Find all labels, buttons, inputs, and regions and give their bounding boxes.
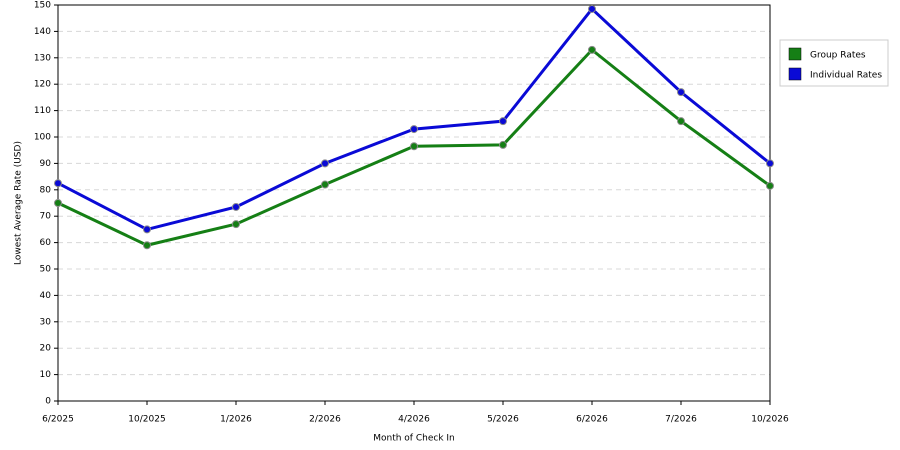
- data-point: [766, 159, 774, 168]
- y-tick-label: 120: [34, 80, 51, 90]
- legend-label: Group Rates: [810, 51, 866, 61]
- data-point: [54, 179, 62, 188]
- data-point: [766, 181, 774, 190]
- data-point: [143, 225, 151, 234]
- y-tick-label: 100: [34, 133, 51, 143]
- x-tick-label: 10/2025: [128, 415, 165, 425]
- data-point: [499, 140, 507, 149]
- x-tick-label: 6/2026: [576, 415, 608, 425]
- y-tick-label: 70: [40, 212, 52, 222]
- y-tick-label: 60: [40, 238, 52, 248]
- legend-label: Individual Rates: [810, 71, 882, 81]
- y-tick-label: 0: [45, 397, 51, 407]
- x-tick-label: 7/2026: [665, 415, 697, 425]
- y-tick-label: 10: [40, 370, 52, 380]
- x-axis-label: Month of Check In: [373, 434, 455, 444]
- y-tick-label: 150: [34, 1, 51, 11]
- data-point: [677, 117, 685, 126]
- data-point: [143, 241, 151, 250]
- legend-swatch: [788, 67, 802, 81]
- data-point: [321, 180, 329, 189]
- x-tick-label: 5/2026: [487, 415, 519, 425]
- x-tick-label: 10/2026: [751, 415, 789, 425]
- y-tick-label: 30: [40, 317, 52, 327]
- data-point: [232, 220, 240, 229]
- data-point: [232, 202, 240, 211]
- data-point: [499, 117, 507, 126]
- x-tick-label: 6/2025: [42, 415, 74, 425]
- x-tick-label: 4/2026: [398, 415, 430, 425]
- y-tick-label: 80: [40, 185, 52, 195]
- data-point: [321, 159, 329, 168]
- y-tick-label: 90: [40, 159, 52, 169]
- y-tick-label: 50: [40, 265, 52, 275]
- data-point: [588, 45, 596, 54]
- data-point: [410, 142, 418, 151]
- y-tick-label: 110: [34, 106, 51, 116]
- y-axis-label: Lowest Average Rate (USD): [14, 141, 24, 265]
- y-tick-label: 140: [34, 27, 51, 37]
- x-tick-label: 1/2026: [220, 415, 252, 425]
- data-point: [588, 4, 596, 13]
- y-tick-label: 130: [34, 53, 51, 63]
- data-point: [410, 125, 418, 134]
- y-tick-label: 20: [40, 344, 52, 354]
- y-tick-label: 40: [40, 291, 52, 301]
- data-point: [54, 199, 62, 207]
- plot-frame: [57, 4, 771, 402]
- series-line: [57, 6, 771, 231]
- x-tick-label: 2/2026: [309, 415, 341, 425]
- legend-swatch: [788, 47, 802, 61]
- data-point: [677, 88, 685, 97]
